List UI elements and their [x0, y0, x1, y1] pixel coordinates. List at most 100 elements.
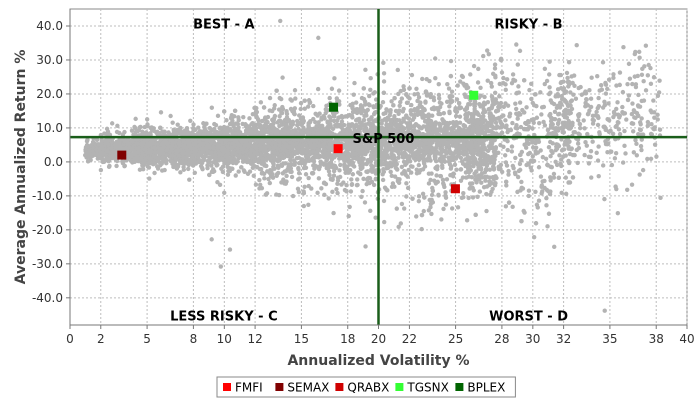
cloud-point — [603, 82, 609, 87]
cloud-point — [596, 173, 601, 179]
cloud-point — [484, 163, 490, 168]
cloud-point — [443, 190, 448, 195]
cloud-point — [241, 114, 246, 120]
cloud-point — [444, 177, 450, 182]
cloud-point — [533, 221, 539, 226]
cloud-point — [409, 112, 414, 117]
cloud-point — [533, 189, 538, 194]
cloud-point — [232, 108, 238, 114]
cloud-point — [458, 178, 464, 183]
cloud-point — [626, 93, 632, 98]
cloud-point — [265, 114, 271, 120]
cloud-point — [444, 99, 450, 105]
cloud-point — [409, 72, 415, 78]
cloud-point — [171, 127, 176, 132]
cloud-point — [651, 126, 657, 132]
cloud-point — [605, 150, 610, 155]
cloud-point — [478, 104, 483, 109]
cloud-point — [503, 160, 509, 165]
cloud-point — [464, 111, 469, 116]
cloud-point — [568, 125, 574, 130]
cloud-point — [481, 151, 486, 156]
cloud-point — [487, 167, 493, 172]
cloud-point — [548, 111, 553, 117]
cloud-point — [298, 100, 304, 106]
cloud-point — [467, 186, 472, 191]
cloud-point — [472, 99, 478, 104]
cloud-point — [646, 62, 651, 68]
cloud-point — [563, 107, 569, 113]
cloud-point — [516, 90, 522, 95]
cloud-point — [636, 92, 641, 98]
cloud-point — [331, 163, 336, 168]
cloud-point — [192, 170, 198, 175]
cloud-point — [519, 218, 524, 224]
cloud-point — [368, 208, 373, 214]
cloud-point — [331, 210, 336, 216]
cloud-point — [292, 160, 298, 165]
cloud-point — [545, 127, 551, 133]
cloud-point — [426, 181, 432, 186]
cloud-point — [240, 121, 245, 127]
cloud-point — [396, 111, 401, 117]
cloud-point — [361, 117, 367, 123]
cloud-point — [651, 75, 657, 80]
cloud-point — [553, 159, 558, 165]
cloud-point — [605, 86, 610, 92]
cloud-point — [517, 100, 523, 105]
cloud-point — [158, 110, 164, 115]
cloud-point — [489, 141, 495, 146]
cloud-point — [563, 175, 569, 180]
cloud-point — [450, 174, 456, 179]
cloud-point — [391, 103, 396, 108]
cloud-point — [349, 177, 354, 182]
cloud-point — [404, 92, 409, 97]
cloud-point — [362, 113, 367, 119]
cloud-point — [381, 198, 387, 204]
cloud-point — [454, 167, 459, 172]
cloud-point — [209, 163, 214, 168]
cloud-point — [414, 86, 419, 92]
cloud-point — [482, 118, 487, 123]
cloud-point — [645, 73, 651, 78]
cloud-point — [582, 152, 587, 158]
cloud-point — [488, 80, 494, 86]
cloud-point — [344, 183, 349, 188]
cloud-point — [471, 63, 477, 69]
cloud-point — [496, 166, 502, 172]
cloud-point — [236, 169, 241, 174]
cloud-point — [428, 91, 434, 97]
cloud-point — [636, 113, 641, 118]
cloud-point — [533, 92, 538, 97]
cloud-point — [416, 95, 422, 100]
cloud-point — [262, 176, 267, 181]
cloud-point — [419, 212, 425, 218]
cloud-point — [554, 105, 560, 110]
cloud-point — [657, 127, 663, 132]
cloud-point — [402, 206, 407, 211]
cloud-point — [485, 78, 490, 83]
cloud-point — [296, 171, 302, 176]
cloud-point — [258, 166, 264, 172]
cloud-point — [406, 122, 411, 128]
cloud-point — [474, 180, 479, 185]
cloud-point — [422, 195, 427, 200]
cloud-point — [600, 163, 606, 168]
cloud-point — [347, 204, 352, 210]
cloud-point — [605, 116, 610, 122]
cloud-point — [614, 83, 619, 88]
cloud-point — [300, 157, 305, 162]
cloud-point — [279, 180, 284, 185]
cloud-point — [342, 164, 347, 169]
cloud-point — [212, 127, 217, 132]
cloud-point — [566, 144, 571, 149]
cloud-point — [464, 175, 469, 180]
cloud-point — [617, 131, 623, 137]
cloud-point — [538, 90, 543, 95]
cloud-point — [399, 164, 405, 170]
cloud-point — [474, 174, 480, 179]
cloud-point — [571, 92, 576, 97]
cloud-point — [405, 174, 410, 179]
cloud-point — [354, 106, 360, 112]
cloud-point — [524, 137, 530, 143]
